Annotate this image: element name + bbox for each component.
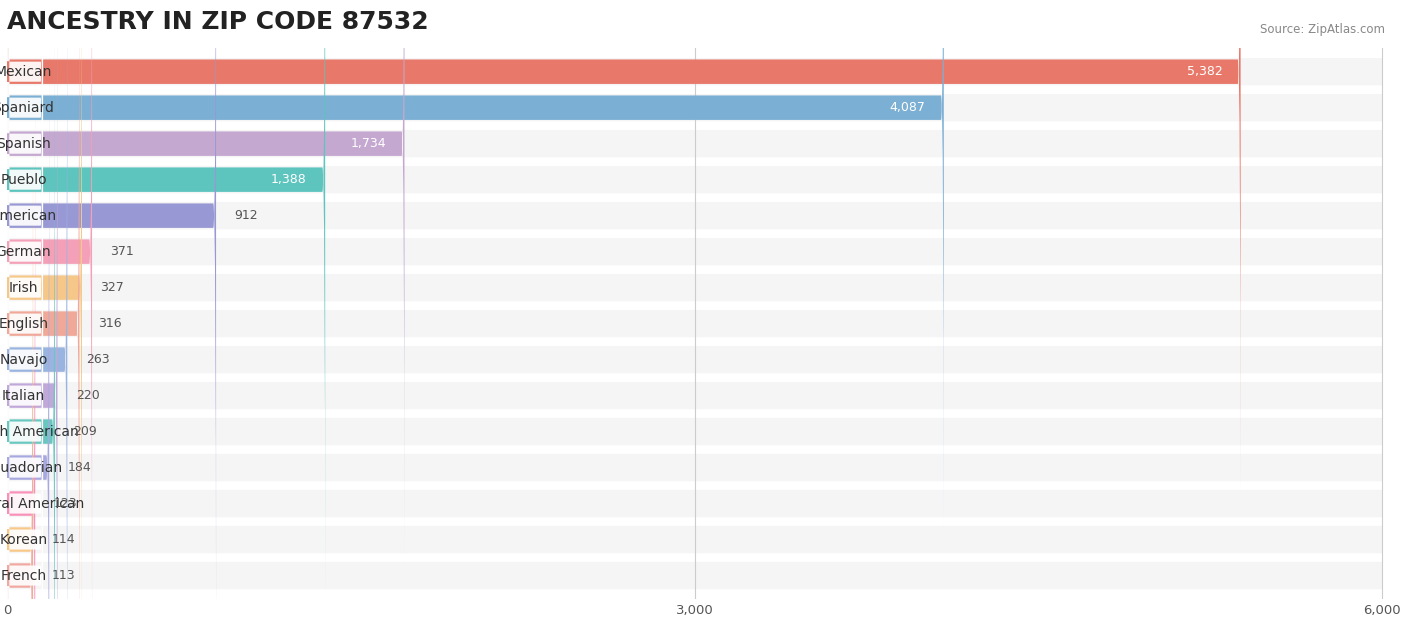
FancyBboxPatch shape — [7, 526, 1382, 553]
FancyBboxPatch shape — [7, 562, 1382, 589]
Text: Central American: Central American — [0, 497, 84, 511]
FancyBboxPatch shape — [7, 0, 44, 529]
FancyBboxPatch shape — [7, 154, 44, 644]
FancyBboxPatch shape — [7, 490, 1382, 517]
Text: 1,734: 1,734 — [350, 137, 387, 150]
FancyBboxPatch shape — [7, 0, 405, 564]
Text: 209: 209 — [73, 425, 97, 438]
FancyBboxPatch shape — [7, 346, 1382, 374]
FancyBboxPatch shape — [7, 0, 44, 422]
Text: American: American — [0, 209, 56, 223]
FancyBboxPatch shape — [7, 0, 1240, 491]
Text: 371: 371 — [111, 245, 134, 258]
FancyBboxPatch shape — [7, 0, 91, 644]
Text: Navajo: Navajo — [0, 353, 48, 366]
FancyBboxPatch shape — [7, 225, 44, 644]
Text: Korean: Korean — [0, 533, 48, 547]
FancyBboxPatch shape — [7, 130, 1382, 157]
FancyBboxPatch shape — [7, 0, 943, 527]
FancyBboxPatch shape — [7, 120, 34, 644]
Text: Italian: Italian — [1, 388, 45, 402]
Text: Mexican: Mexican — [0, 64, 52, 79]
FancyBboxPatch shape — [7, 0, 325, 600]
Text: 5,382: 5,382 — [1187, 65, 1222, 78]
FancyBboxPatch shape — [7, 46, 44, 644]
FancyBboxPatch shape — [7, 0, 58, 644]
Text: Pueblo: Pueblo — [0, 173, 46, 187]
Text: 184: 184 — [67, 461, 91, 474]
Text: French: French — [0, 569, 46, 583]
FancyBboxPatch shape — [7, 418, 1382, 445]
FancyBboxPatch shape — [7, 0, 44, 601]
Text: 912: 912 — [235, 209, 259, 222]
Text: 220: 220 — [76, 389, 100, 402]
FancyBboxPatch shape — [7, 58, 1382, 86]
FancyBboxPatch shape — [7, 274, 1382, 301]
FancyBboxPatch shape — [7, 0, 44, 644]
FancyBboxPatch shape — [7, 0, 44, 565]
Text: 113: 113 — [51, 569, 75, 582]
FancyBboxPatch shape — [7, 12, 55, 644]
FancyBboxPatch shape — [7, 0, 67, 644]
FancyBboxPatch shape — [7, 156, 32, 644]
FancyBboxPatch shape — [7, 0, 80, 644]
FancyBboxPatch shape — [7, 82, 44, 644]
Text: English: English — [0, 317, 48, 330]
Text: German: German — [0, 245, 51, 259]
FancyBboxPatch shape — [7, 310, 1382, 337]
FancyBboxPatch shape — [7, 166, 1382, 193]
FancyBboxPatch shape — [7, 190, 44, 644]
Text: 114: 114 — [52, 533, 75, 546]
Text: Source: ZipAtlas.com: Source: ZipAtlas.com — [1260, 23, 1385, 35]
FancyBboxPatch shape — [7, 0, 217, 635]
Text: Spanish: Spanish — [0, 137, 51, 151]
Text: Ecuadorian: Ecuadorian — [0, 460, 62, 475]
Text: Irish: Irish — [8, 281, 38, 294]
Text: 316: 316 — [98, 317, 121, 330]
Text: ANCESTRY IN ZIP CODE 87532: ANCESTRY IN ZIP CODE 87532 — [7, 10, 429, 34]
FancyBboxPatch shape — [7, 0, 44, 457]
Text: 123: 123 — [53, 497, 77, 510]
FancyBboxPatch shape — [7, 118, 44, 644]
FancyBboxPatch shape — [7, 0, 82, 644]
FancyBboxPatch shape — [7, 94, 1382, 121]
Text: South American: South American — [0, 424, 79, 439]
FancyBboxPatch shape — [7, 10, 44, 644]
FancyBboxPatch shape — [7, 0, 44, 493]
FancyBboxPatch shape — [7, 382, 1382, 410]
Text: 327: 327 — [100, 281, 124, 294]
Text: 4,087: 4,087 — [890, 101, 925, 114]
FancyBboxPatch shape — [7, 0, 44, 638]
FancyBboxPatch shape — [7, 84, 35, 644]
FancyBboxPatch shape — [7, 48, 49, 644]
FancyBboxPatch shape — [7, 238, 1382, 265]
Text: 1,388: 1,388 — [271, 173, 307, 186]
FancyBboxPatch shape — [7, 202, 1382, 229]
Text: Spaniard: Spaniard — [0, 100, 55, 115]
Text: 263: 263 — [86, 353, 110, 366]
FancyBboxPatch shape — [7, 454, 1382, 481]
